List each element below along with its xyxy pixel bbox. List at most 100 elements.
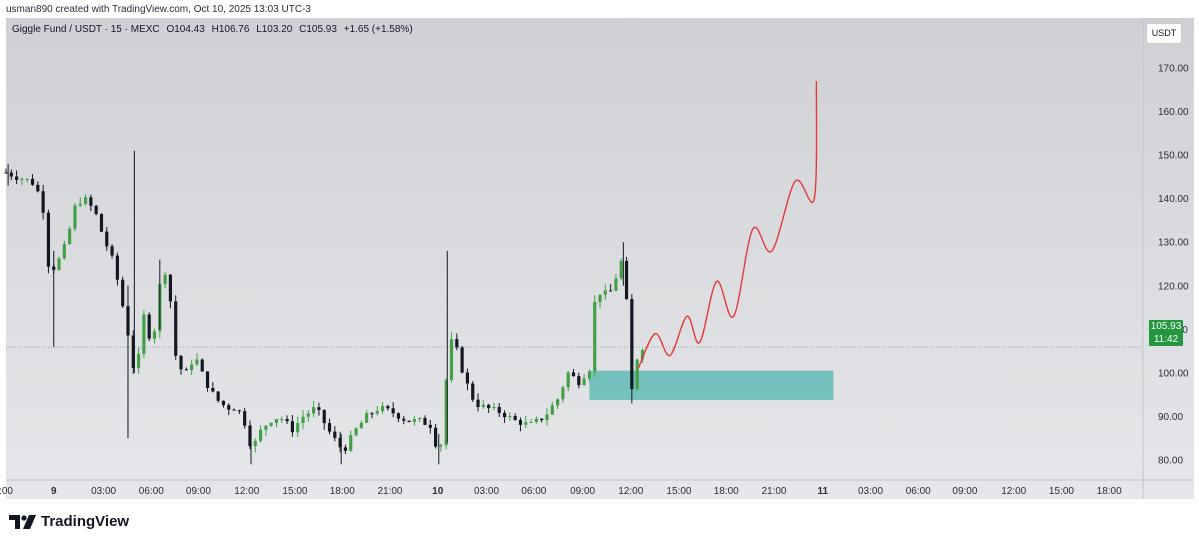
x-tick-label: 15:00 — [282, 486, 307, 497]
candle-body — [301, 416, 305, 423]
candle-body — [105, 231, 109, 247]
candle-body — [264, 425, 268, 430]
candle-body — [566, 372, 570, 388]
candle-body — [78, 203, 82, 206]
candle-body — [407, 420, 411, 422]
x-tick-label: 03:00 — [858, 486, 883, 497]
bar-countdown: 11:42 — [1153, 334, 1179, 345]
candle-body — [545, 414, 549, 421]
x-tick-label: 03:00 — [474, 486, 499, 497]
x-tick-label: 11 — [817, 486, 828, 497]
x-tick-label: 18:00 — [1097, 486, 1122, 497]
candle-body — [365, 413, 369, 423]
ohlc-high: H106.76 — [211, 24, 250, 35]
candle-body — [195, 359, 199, 365]
candle-body — [624, 260, 629, 299]
x-tick-label: 21:00 — [761, 486, 786, 497]
candle-body — [540, 418, 544, 421]
candle-body — [359, 422, 363, 429]
candle-body — [502, 412, 507, 418]
y-tick-label: 140.00 — [1158, 194, 1189, 205]
chart-panel[interactable]: Giggle Fund / USDT · 15 · MEXC O104.43 H… — [6, 18, 1194, 499]
candle-body — [423, 418, 427, 425]
candle-body — [20, 179, 24, 181]
candle-body — [439, 445, 443, 447]
candle-body — [68, 228, 72, 244]
candle-body — [614, 278, 618, 291]
x-tick-label: 06:00 — [906, 486, 931, 497]
candle-body — [306, 413, 310, 417]
candle-body — [163, 274, 167, 285]
candle-body — [152, 331, 157, 339]
x-tick-label: 21:00 — [377, 486, 402, 497]
candle-body — [550, 405, 554, 415]
x-tick-label: 12:00 — [234, 486, 259, 497]
candle-body — [609, 290, 613, 292]
candle-body — [131, 335, 135, 368]
x-tick-label: :00 — [0, 486, 13, 497]
candle-body — [338, 437, 342, 448]
candle-body — [327, 423, 332, 432]
candle-body — [232, 409, 236, 411]
candle-body — [497, 407, 501, 413]
y-tick-label: 160.00 — [1158, 107, 1189, 118]
tradingview-logo: TradingView — [9, 513, 129, 530]
candle-body — [333, 431, 337, 438]
y-tick-label: 150.00 — [1158, 151, 1189, 162]
candle-body — [4, 172, 8, 174]
candle-body — [571, 372, 576, 377]
ohlc-close: C105.93 — [299, 24, 337, 35]
candle-body — [619, 260, 623, 279]
candle-body — [89, 197, 93, 206]
x-tick-label: 09:00 — [186, 486, 211, 497]
y-tick-label: 80.00 — [1158, 456, 1183, 467]
candle-body — [190, 364, 194, 371]
x-tick-label: 12:00 — [1001, 486, 1026, 497]
currency-button[interactable]: USDT — [1146, 23, 1182, 44]
candle-body — [317, 407, 321, 410]
candle-body — [168, 274, 173, 302]
candle-body — [280, 419, 284, 421]
last-price-tag: 105.93 11:42 — [1149, 320, 1183, 346]
candle-body — [343, 447, 348, 451]
candle-body — [174, 301, 178, 356]
candle-body — [142, 314, 146, 354]
candle-body — [258, 429, 263, 441]
candle-body — [444, 379, 448, 446]
candle-body — [391, 408, 395, 414]
x-tick-label: 15:00 — [1049, 486, 1074, 497]
candle-body — [94, 205, 98, 214]
candle-body — [582, 378, 586, 386]
x-tick-label: 06:00 — [139, 486, 164, 497]
candle-body — [30, 178, 35, 185]
candle-body — [577, 376, 581, 386]
candle-body — [269, 422, 273, 426]
ohlc-change: +1.65 (+1.58%) — [343, 24, 413, 35]
ohlc-open: O104.43 — [166, 24, 205, 35]
candle-body — [555, 399, 560, 406]
y-tick-label: 130.00 — [1158, 238, 1189, 249]
x-tick-label: 18:00 — [330, 486, 355, 497]
candle-body — [428, 424, 432, 428]
x-tick-label: 03:00 — [91, 486, 116, 497]
candle-body — [73, 205, 77, 229]
candle-body — [41, 191, 45, 213]
candle-body — [9, 172, 13, 177]
candle-body — [322, 409, 326, 424]
candle-body — [253, 440, 257, 447]
candle-body — [598, 294, 602, 303]
candle-body — [216, 391, 220, 401]
candle-body — [412, 419, 416, 422]
candle-body — [455, 339, 459, 348]
candle-body — [513, 415, 517, 421]
x-tick-label: 09:00 — [570, 486, 595, 497]
candle-body — [211, 387, 215, 392]
candle-body — [296, 422, 300, 433]
candle-body — [200, 359, 204, 372]
projection-path — [637, 81, 818, 369]
symbol-name: Giggle Fund / USDT · 15 · MEXC — [12, 24, 160, 35]
candle-body — [137, 353, 141, 368]
candle-body — [524, 422, 528, 425]
candle-body — [508, 415, 512, 418]
